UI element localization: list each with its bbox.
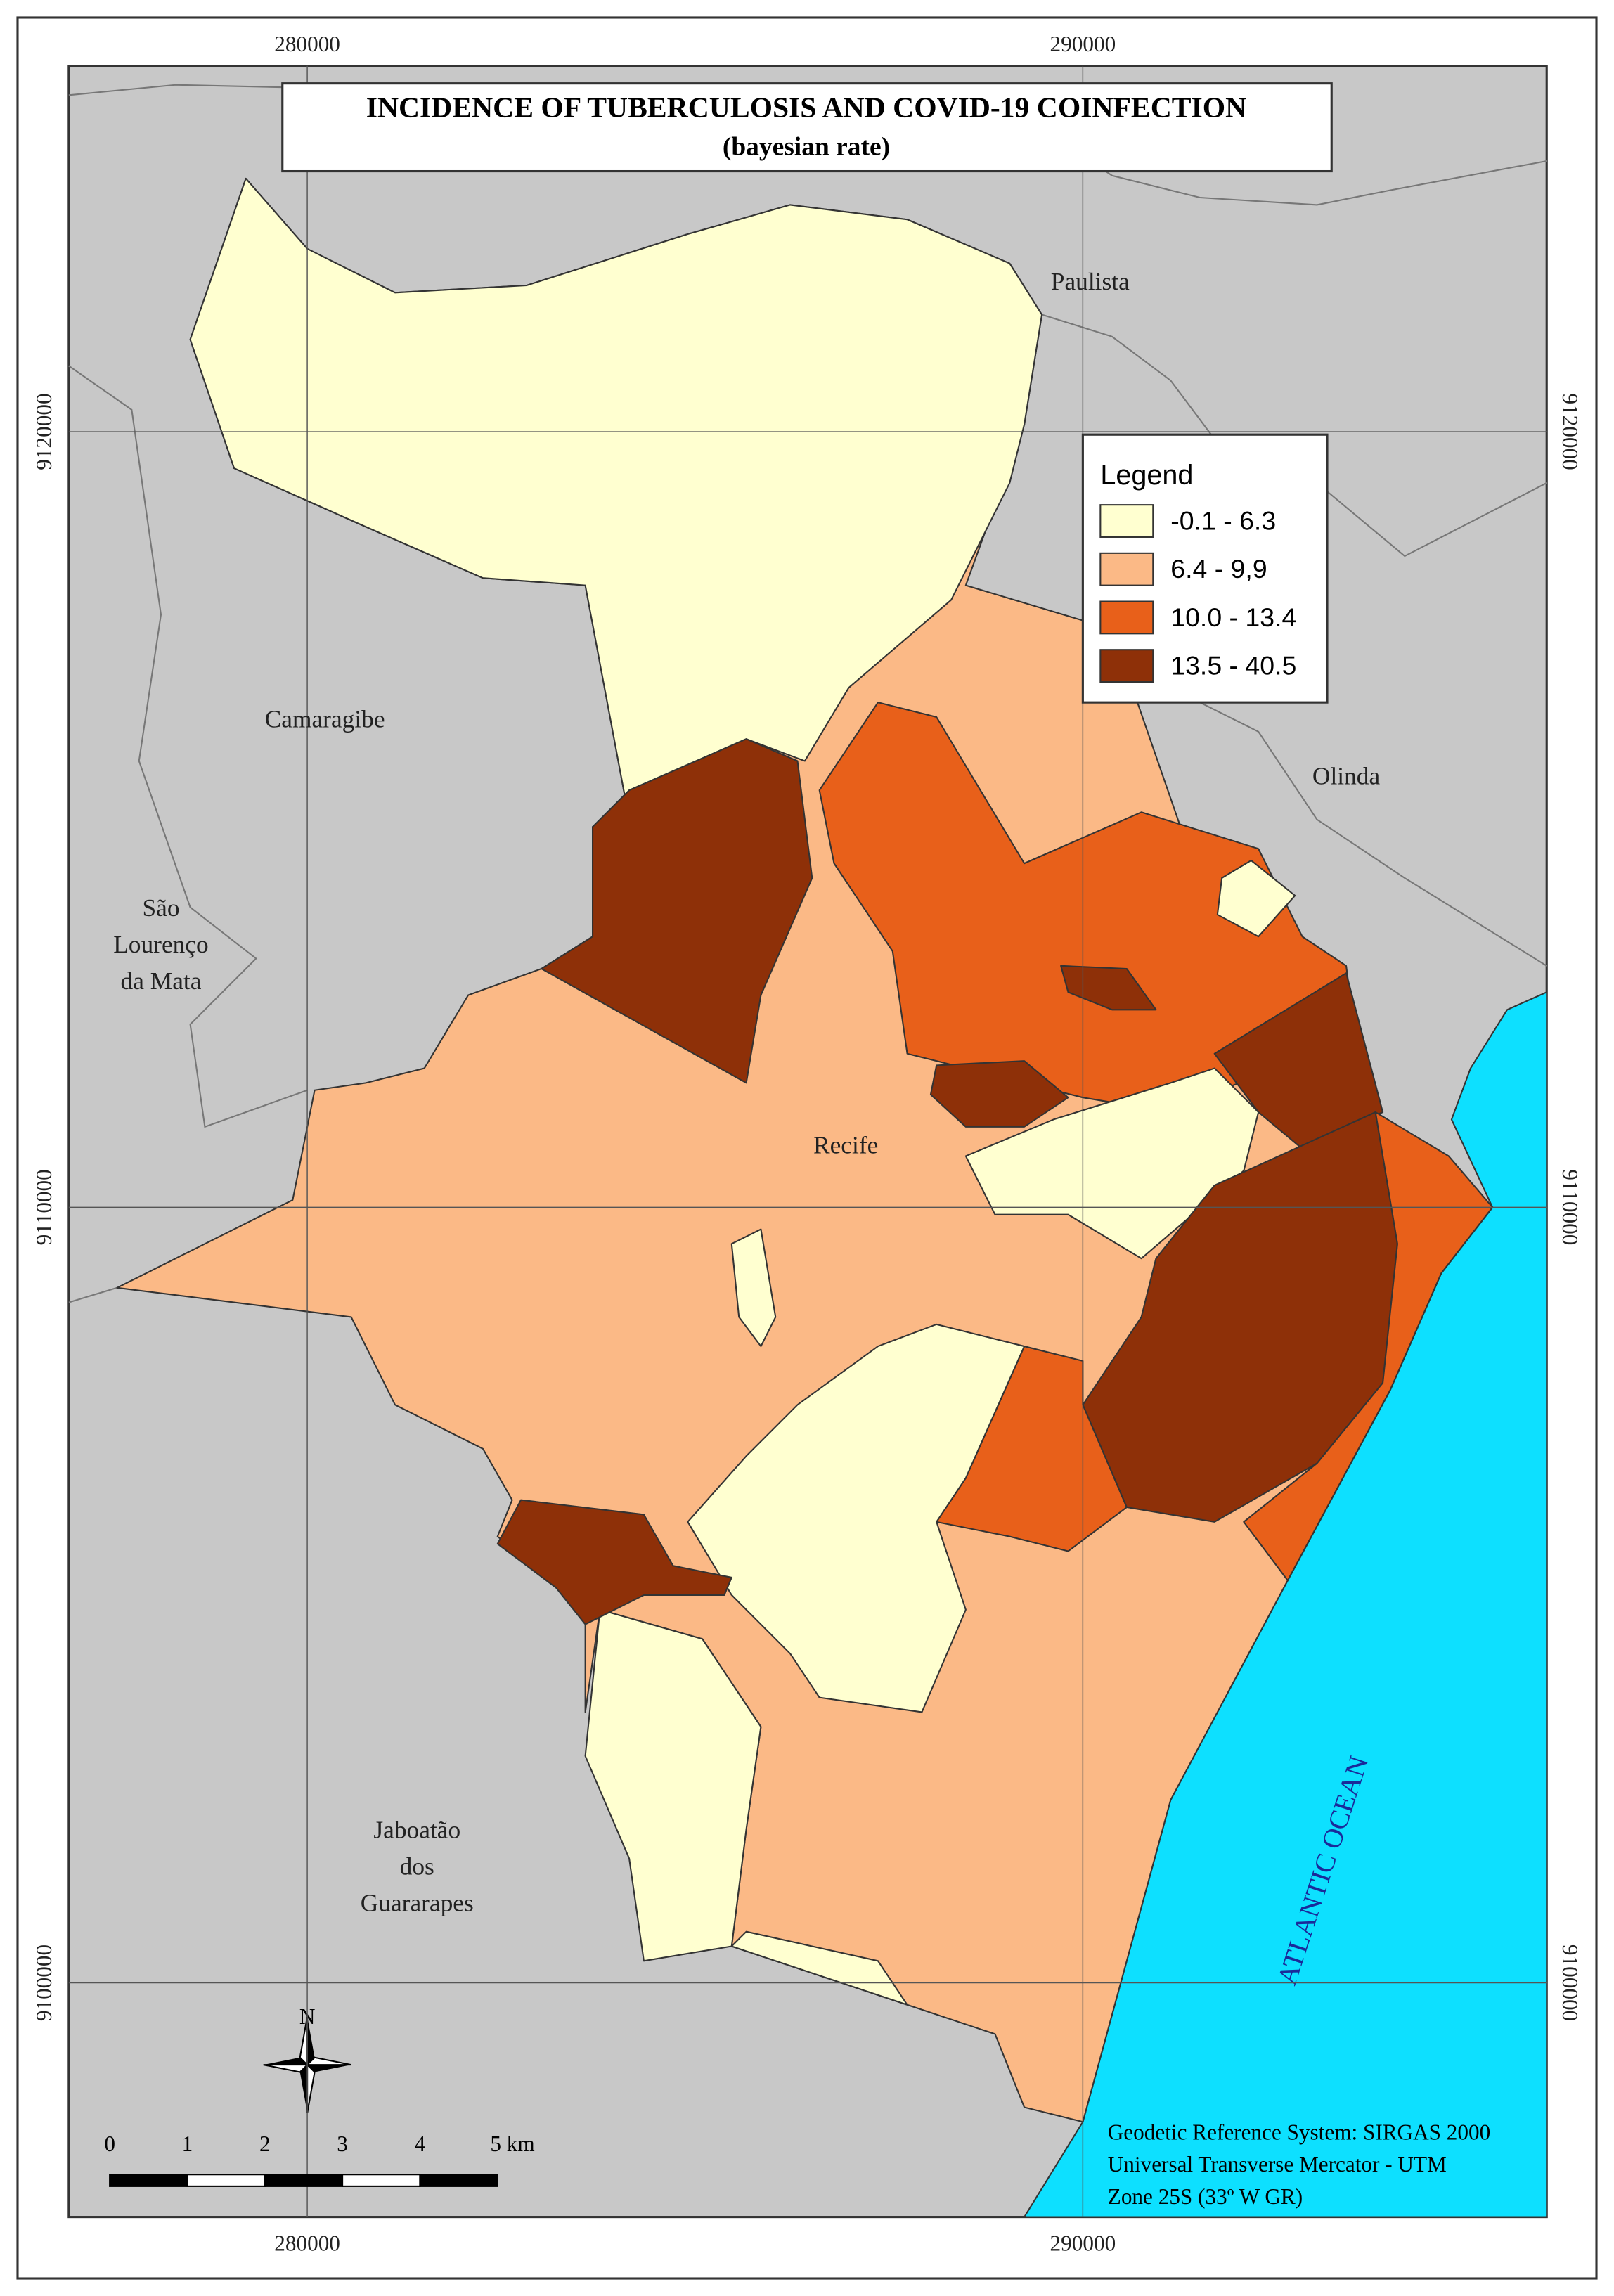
north-arrow (263, 2016, 351, 2113)
place-label: São (142, 894, 179, 922)
legend-label: 6.4 - 9,9 (1170, 554, 1267, 583)
x-tick-label: 290000 (1050, 2231, 1116, 2255)
y-tick-label: 9100000 (32, 1944, 56, 2021)
legend-label: 13.5 - 40.5 (1170, 651, 1296, 681)
scale-bar-segment (264, 2174, 344, 2187)
y-tick-label: 9110000 (32, 1169, 56, 1245)
region (964, 1067, 1260, 1260)
region (189, 177, 1043, 820)
y-tick-label: 9100000 (1558, 1944, 1582, 2021)
place-label: Jaboatão (373, 1815, 460, 1843)
legend-swatch (1099, 552, 1154, 586)
boundary (68, 1286, 117, 1303)
y-tick-label: 9120000 (1558, 393, 1582, 470)
place-label: Recife (813, 1130, 878, 1159)
scale-bar-label: 4 (415, 2131, 426, 2156)
region (687, 1323, 1026, 1713)
legend-title: Legend (1100, 460, 1193, 491)
legend-label: 10.0 - 13.4 (1170, 602, 1296, 632)
legend-swatch (1099, 504, 1154, 538)
title: INCIDENCE OF TUBERCULOSIS AND COVID-19 C… (366, 92, 1246, 124)
scale-bar-label: 2 (259, 2131, 271, 2156)
y-tick-label: 9120000 (32, 393, 56, 470)
region (1060, 965, 1157, 1011)
region (496, 1499, 732, 1625)
x-tick-label: 280000 (274, 32, 340, 56)
scale-bar-segment (342, 2174, 421, 2187)
region (1216, 859, 1296, 938)
scale-bar-label: 1 (182, 2131, 193, 2156)
place-label: Guararapes (361, 1889, 474, 1917)
region (1243, 1111, 1494, 1582)
subtitle: (bayesian rate) (723, 133, 890, 162)
place-label: Camaragibe (265, 705, 385, 733)
place-label: da Mata (121, 967, 202, 995)
place-label: Olinda (1312, 762, 1381, 790)
scale-bar-label: 5 km (490, 2131, 534, 2156)
x-tick-label: 290000 (1050, 32, 1116, 56)
scale-bar-label: 3 (337, 2131, 348, 2156)
scale-bar-segment (186, 2174, 266, 2187)
region (929, 1060, 1069, 1128)
legend-swatch (1099, 600, 1154, 635)
boundary (68, 365, 308, 1128)
credit-line: Zone 25S (33º W GR) (1108, 2184, 1303, 2209)
scale-bar-label: 0 (104, 2131, 115, 2156)
place-label: dos (400, 1852, 434, 1881)
scale-bar-segment (109, 2174, 188, 2187)
credit-line: Universal Transverse Mercator - UTM (1108, 2152, 1447, 2176)
place-label: Lourenço (113, 930, 209, 958)
scale-bar-segment (419, 2174, 498, 2187)
place-label: Paulista (1051, 267, 1130, 295)
region (730, 1228, 777, 1348)
legend-swatch (1099, 649, 1154, 683)
region (541, 738, 813, 1084)
y-tick-label: 9110000 (1558, 1169, 1582, 1245)
credit-line: Geodetic Reference System: SIRGAS 2000 (1108, 2120, 1490, 2144)
title-box (281, 82, 1333, 173)
legend-label: -0.1 - 6.3 (1170, 506, 1276, 536)
x-tick-label: 280000 (274, 2231, 340, 2255)
